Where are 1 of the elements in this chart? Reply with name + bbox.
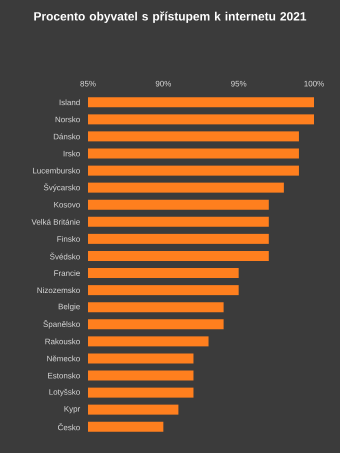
chart-title: Procento obyvatel s přístupem k internetu 2021 [34, 12, 306, 23]
